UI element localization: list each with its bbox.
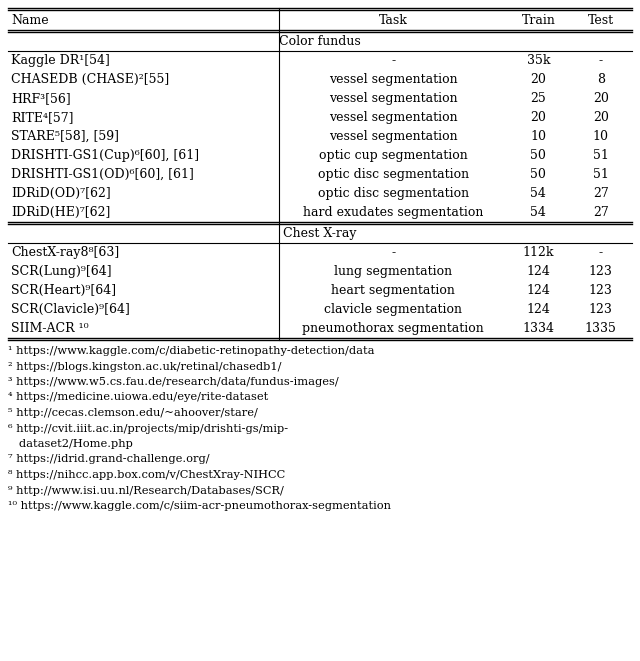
Text: ⁹ http://www.isi.uu.nl/Research/Databases/SCR/: ⁹ http://www.isi.uu.nl/Research/Database… bbox=[8, 485, 284, 496]
Text: ¹ https://www.kaggle.com/c/diabetic-retinopathy-detection/data: ¹ https://www.kaggle.com/c/diabetic-reti… bbox=[8, 346, 374, 356]
Text: 10: 10 bbox=[593, 130, 609, 143]
Text: lung segmentation: lung segmentation bbox=[334, 265, 452, 278]
Text: optic disc segmentation: optic disc segmentation bbox=[317, 168, 469, 181]
Text: clavicle segmentation: clavicle segmentation bbox=[324, 303, 462, 316]
Text: ³ https://www.w5.cs.fau.de/research/data/fundus-images/: ³ https://www.w5.cs.fau.de/research/data… bbox=[8, 377, 339, 387]
Text: Test: Test bbox=[588, 13, 614, 26]
Text: ⁶ http://cvit.iiit.ac.in/projects/mip/drishti-gs/mip-: ⁶ http://cvit.iiit.ac.in/projects/mip/dr… bbox=[8, 424, 288, 434]
Text: 123: 123 bbox=[589, 265, 612, 278]
Text: vessel segmentation: vessel segmentation bbox=[329, 111, 458, 124]
Text: 35k: 35k bbox=[527, 54, 550, 67]
Text: dataset2/Home.php: dataset2/Home.php bbox=[8, 439, 133, 449]
Text: 10: 10 bbox=[531, 130, 547, 143]
Text: vessel segmentation: vessel segmentation bbox=[329, 73, 458, 86]
Text: Kaggle DR¹[54]: Kaggle DR¹[54] bbox=[11, 54, 110, 67]
Text: -: - bbox=[599, 246, 603, 259]
Text: 50: 50 bbox=[531, 168, 547, 181]
Text: IDRiD(OD)⁷[62]: IDRiD(OD)⁷[62] bbox=[11, 187, 111, 200]
Text: SCR(Lung)⁹[64]: SCR(Lung)⁹[64] bbox=[11, 265, 111, 278]
Text: 25: 25 bbox=[531, 92, 547, 105]
Text: 54: 54 bbox=[531, 187, 547, 200]
Text: 51: 51 bbox=[593, 168, 609, 181]
Text: optic disc segmentation: optic disc segmentation bbox=[317, 187, 469, 200]
Text: -: - bbox=[599, 54, 603, 67]
Text: Name: Name bbox=[11, 13, 49, 26]
Text: -: - bbox=[391, 246, 396, 259]
Text: SCR(Clavicle)⁹[64]: SCR(Clavicle)⁹[64] bbox=[11, 303, 130, 316]
Text: 124: 124 bbox=[527, 284, 550, 297]
Text: vessel segmentation: vessel segmentation bbox=[329, 130, 458, 143]
Text: 112k: 112k bbox=[523, 246, 554, 259]
Text: ² https://blogs.kingston.ac.uk/retinal/chasedb1/: ² https://blogs.kingston.ac.uk/retinal/c… bbox=[8, 362, 282, 371]
Text: CHASEDB (CHASE)²[55]: CHASEDB (CHASE)²[55] bbox=[11, 73, 169, 86]
Text: optic cup segmentation: optic cup segmentation bbox=[319, 149, 468, 162]
Text: ⁸ https://nihcc.app.box.com/v/ChestXray-NIHCC: ⁸ https://nihcc.app.box.com/v/ChestXray-… bbox=[8, 470, 285, 480]
Text: ⁵ http://cecas.clemson.edu/~ahoover/stare/: ⁵ http://cecas.clemson.edu/~ahoover/star… bbox=[8, 408, 258, 418]
Text: 54: 54 bbox=[531, 206, 547, 219]
Text: 20: 20 bbox=[531, 111, 547, 124]
Text: 50: 50 bbox=[531, 149, 547, 162]
Text: DRISHTI-GS1(OD)⁶[60], [61]: DRISHTI-GS1(OD)⁶[60], [61] bbox=[11, 168, 194, 181]
Text: 123: 123 bbox=[589, 303, 612, 316]
Text: ⁴ https://medicine.uiowa.edu/eye/rite-dataset: ⁴ https://medicine.uiowa.edu/eye/rite-da… bbox=[8, 393, 268, 403]
Text: 20: 20 bbox=[531, 73, 547, 86]
Text: Chest X-ray: Chest X-ray bbox=[284, 227, 356, 240]
Text: -: - bbox=[391, 54, 396, 67]
Text: 20: 20 bbox=[593, 92, 609, 105]
Text: ChestX-ray8⁸[63]: ChestX-ray8⁸[63] bbox=[11, 246, 119, 259]
Text: DRISHTI-GS1(Cup)⁶[60], [61]: DRISHTI-GS1(Cup)⁶[60], [61] bbox=[11, 149, 199, 162]
Text: 20: 20 bbox=[593, 111, 609, 124]
Text: Color fundus: Color fundus bbox=[279, 35, 361, 48]
Text: HRF³[56]: HRF³[56] bbox=[11, 92, 71, 105]
Text: SIIM-ACR ¹⁰: SIIM-ACR ¹⁰ bbox=[11, 322, 88, 335]
Text: IDRiD(HE)⁷[62]: IDRiD(HE)⁷[62] bbox=[11, 206, 110, 219]
Text: Task: Task bbox=[379, 13, 408, 26]
Text: hard exudates segmentation: hard exudates segmentation bbox=[303, 206, 483, 219]
Text: ¹⁰ https://www.kaggle.com/c/siim-acr-pneumothorax-segmentation: ¹⁰ https://www.kaggle.com/c/siim-acr-pne… bbox=[8, 501, 391, 511]
Text: 1334: 1334 bbox=[522, 322, 554, 335]
Text: 27: 27 bbox=[593, 187, 609, 200]
Text: 8: 8 bbox=[596, 73, 605, 86]
Text: RITE⁴[57]: RITE⁴[57] bbox=[11, 111, 74, 124]
Text: ⁷ https://idrid.grand-challenge.org/: ⁷ https://idrid.grand-challenge.org/ bbox=[8, 455, 210, 465]
Text: 124: 124 bbox=[527, 265, 550, 278]
Text: 123: 123 bbox=[589, 284, 612, 297]
Text: 51: 51 bbox=[593, 149, 609, 162]
Text: 27: 27 bbox=[593, 206, 609, 219]
Text: vessel segmentation: vessel segmentation bbox=[329, 92, 458, 105]
Text: STARE⁵[58], [59]: STARE⁵[58], [59] bbox=[11, 130, 119, 143]
Text: 1335: 1335 bbox=[585, 322, 617, 335]
Text: 124: 124 bbox=[527, 303, 550, 316]
Text: pneumothorax segmentation: pneumothorax segmentation bbox=[303, 322, 484, 335]
Text: Train: Train bbox=[522, 13, 556, 26]
Text: SCR(Heart)⁹[64]: SCR(Heart)⁹[64] bbox=[11, 284, 116, 297]
Text: heart segmentation: heart segmentation bbox=[332, 284, 455, 297]
